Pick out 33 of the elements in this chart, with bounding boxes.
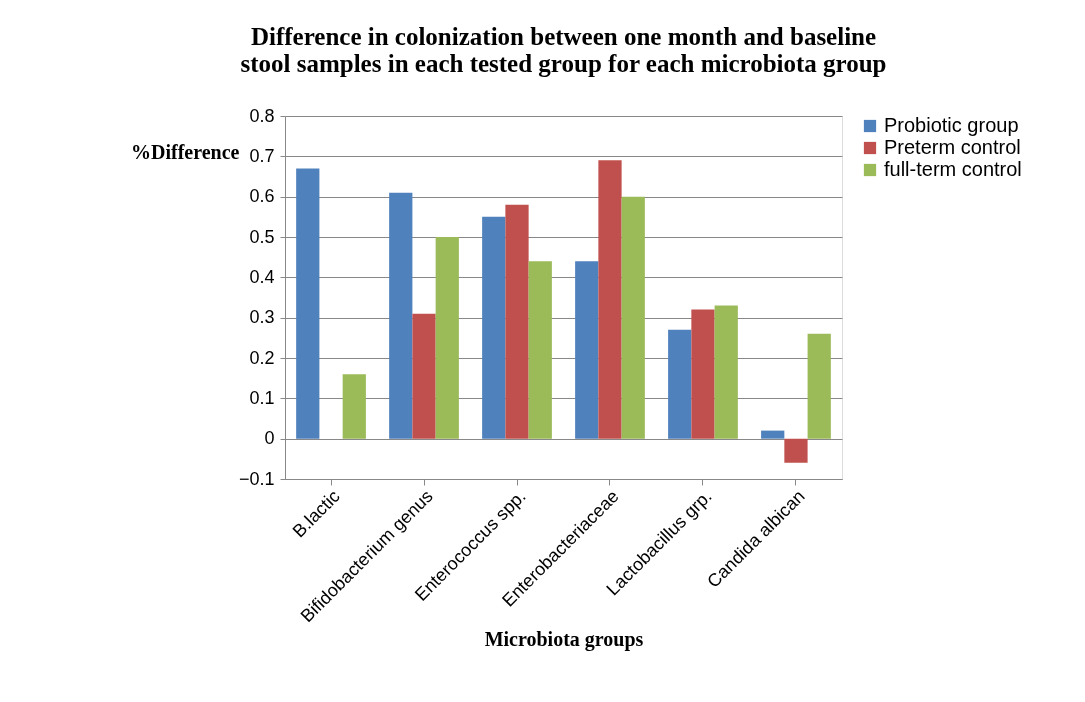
- bar: [528, 261, 552, 439]
- bar: [435, 237, 459, 439]
- bar: [296, 168, 320, 439]
- y-tick-label: −0.1: [238, 468, 275, 489]
- bar: [482, 216, 506, 439]
- y-tick-label: 0.8: [249, 105, 275, 126]
- y-tick-label: 0.3: [249, 307, 275, 328]
- legend-label: Preterm control: [884, 136, 1021, 158]
- bar: [575, 261, 599, 439]
- bar: [784, 438, 808, 463]
- bar: [389, 192, 413, 439]
- chart-title: Difference in colonization between one month and baseline stool samples in each tested group for each microbiota group: [240, 23, 887, 77]
- legend-label: full-term control: [884, 158, 1022, 180]
- bar: [621, 196, 645, 439]
- bar: [691, 309, 715, 439]
- bar: [342, 374, 366, 439]
- y-tick-label: 0.2: [249, 347, 275, 368]
- bar: [412, 313, 436, 439]
- y-axis-title: %Difference: [131, 140, 240, 163]
- bar: [668, 329, 692, 439]
- y-tick-label: 0.6: [249, 186, 275, 207]
- y-tick-label: 0.1: [249, 387, 275, 408]
- bar: [807, 333, 831, 439]
- x-axis-title: Microbiota groups: [484, 628, 644, 652]
- y-tick-label: 0.7: [249, 145, 275, 166]
- bar: [714, 305, 738, 439]
- y-tick-label: 0: [264, 428, 275, 449]
- bar: [761, 430, 785, 439]
- y-tick-label: 0.5: [249, 226, 275, 247]
- y-tick-label: 0.4: [249, 266, 275, 287]
- legend-label: Probiotic group: [884, 114, 1019, 136]
- bar: [505, 204, 529, 439]
- bar: [598, 160, 622, 439]
